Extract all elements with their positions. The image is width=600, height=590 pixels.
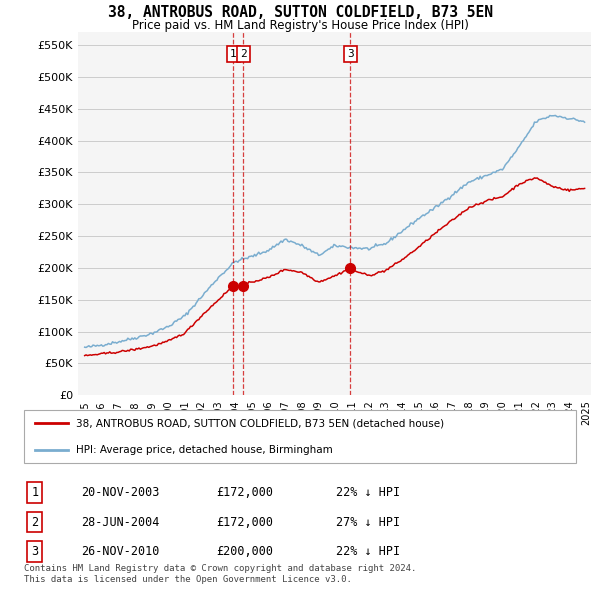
Text: £200,000: £200,000 — [216, 545, 273, 558]
Text: 38, ANTROBUS ROAD, SUTTON COLDFIELD, B73 5EN: 38, ANTROBUS ROAD, SUTTON COLDFIELD, B73… — [107, 5, 493, 19]
Text: 1: 1 — [230, 49, 236, 59]
Text: 22% ↓ HPI: 22% ↓ HPI — [336, 486, 400, 499]
Text: 2: 2 — [31, 516, 38, 529]
Text: 3: 3 — [347, 49, 354, 59]
Text: HPI: Average price, detached house, Birmingham: HPI: Average price, detached house, Birm… — [76, 445, 333, 455]
FancyBboxPatch shape — [24, 410, 576, 463]
Text: £172,000: £172,000 — [216, 516, 273, 529]
Text: Price paid vs. HM Land Registry's House Price Index (HPI): Price paid vs. HM Land Registry's House … — [131, 19, 469, 32]
Text: 3: 3 — [31, 545, 38, 558]
Text: 20-NOV-2003: 20-NOV-2003 — [81, 486, 160, 499]
Text: 27% ↓ HPI: 27% ↓ HPI — [336, 516, 400, 529]
Text: 26-NOV-2010: 26-NOV-2010 — [81, 545, 160, 558]
Text: 1: 1 — [31, 486, 38, 499]
Text: Contains HM Land Registry data © Crown copyright and database right 2024.: Contains HM Land Registry data © Crown c… — [24, 565, 416, 573]
Text: 2: 2 — [240, 49, 247, 59]
Text: 38, ANTROBUS ROAD, SUTTON COLDFIELD, B73 5EN (detached house): 38, ANTROBUS ROAD, SUTTON COLDFIELD, B73… — [76, 418, 445, 428]
Text: This data is licensed under the Open Government Licence v3.0.: This data is licensed under the Open Gov… — [24, 575, 352, 584]
Text: 28-JUN-2004: 28-JUN-2004 — [81, 516, 160, 529]
Text: £172,000: £172,000 — [216, 486, 273, 499]
Text: 22% ↓ HPI: 22% ↓ HPI — [336, 545, 400, 558]
